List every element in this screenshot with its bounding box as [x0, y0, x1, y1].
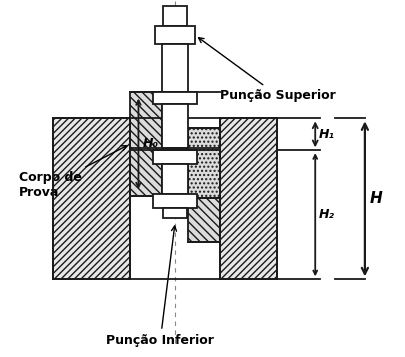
- Text: Corpo de
Prova: Corpo de Prova: [19, 146, 126, 199]
- Bar: [130, 92, 162, 196]
- Bar: [153, 150, 196, 164]
- Bar: [163, 208, 187, 218]
- Bar: [220, 119, 277, 279]
- Text: Punção Superior: Punção Superior: [198, 38, 335, 102]
- Text: Punção Inferior: Punção Inferior: [106, 226, 214, 347]
- Bar: [162, 164, 188, 194]
- Bar: [153, 92, 196, 104]
- Text: H₀: H₀: [142, 137, 158, 150]
- Bar: [163, 6, 187, 26]
- Bar: [188, 129, 220, 198]
- Bar: [53, 119, 130, 279]
- Bar: [153, 194, 196, 208]
- Bar: [155, 26, 194, 44]
- Text: H: H: [369, 191, 382, 206]
- Bar: [188, 198, 220, 242]
- Bar: [162, 104, 188, 148]
- Text: H₁: H₁: [318, 128, 335, 141]
- Text: H₂: H₂: [318, 208, 335, 221]
- Bar: [162, 44, 188, 92]
